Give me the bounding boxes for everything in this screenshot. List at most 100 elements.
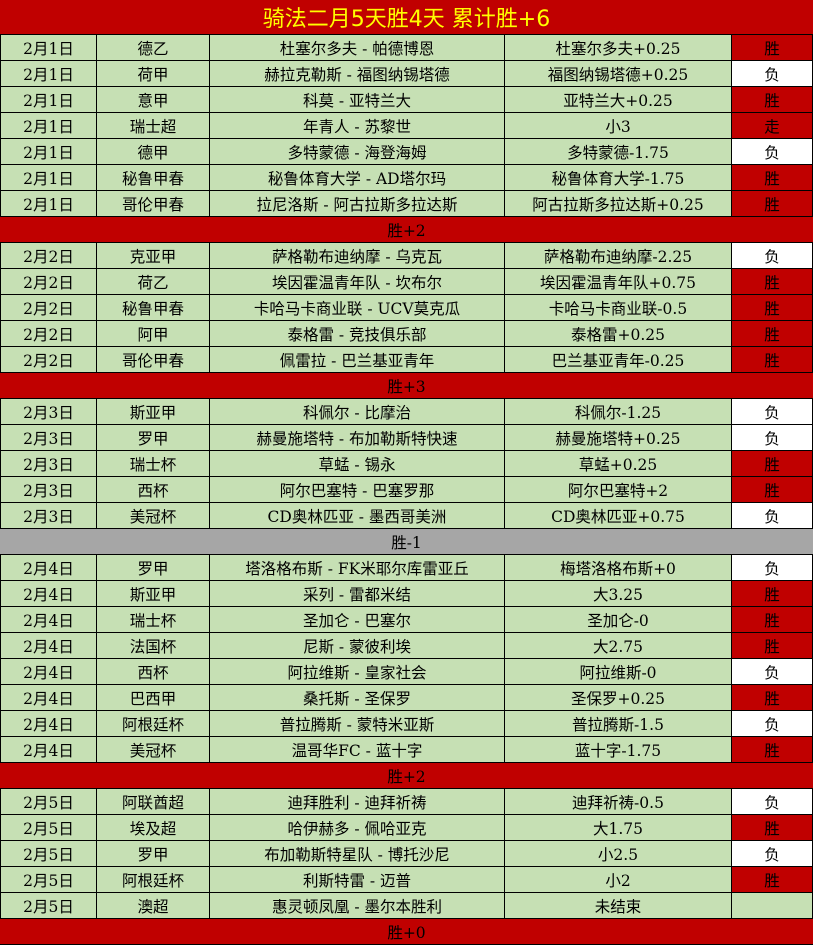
match-cell: 多特蒙德 - 海登海姆 [210,139,505,164]
date-cell: 2月4日 [0,685,97,710]
result-cell: 负 [732,425,813,450]
table-row: 2月5日 埃及超 哈伊赫多 - 佩哈亚克 大1.75 胜 [0,815,813,841]
league-cell: 德甲 [97,139,210,164]
pick-cell: 小3 [505,113,732,138]
table-row: 2月1日 哥伦甲春 拉尼洛斯 - 阿古拉斯多拉达斯 阿古拉斯多拉达斯+0.25 胜 [0,191,813,217]
result-cell: 负 [732,139,813,164]
pick-cell: 泰格雷+0.25 [505,321,732,346]
date-cell: 2月4日 [0,581,97,606]
match-cell: 采列 - 雷都米结 [210,581,505,606]
date-cell: 2月2日 [0,321,97,346]
pick-cell: 阿古拉斯多拉达斯+0.25 [505,191,732,216]
day-summary: 胜+0 [0,919,813,945]
table-row: 2月3日 瑞士杯 草蜢 - 锡永 草蜢+0.25 胜 [0,451,813,477]
match-cell: 萨格勒布迪纳摩 - 乌克瓦 [210,243,505,268]
result-cell: 胜 [732,477,813,502]
table-row: 2月4日 法国杯 尼斯 - 蒙彼利埃 大2.75 胜 [0,633,813,659]
date-cell: 2月1日 [0,139,97,164]
result-cell: 胜 [732,269,813,294]
pick-cell: 梅塔洛格布斯+0 [505,555,732,580]
league-cell: 美冠杯 [97,503,210,528]
result-cell: 负 [732,555,813,580]
pick-cell: 未结束 [505,893,732,918]
match-cell: 埃因霍温青年队 - 坎布尔 [210,269,505,294]
table-row: 2月1日 德甲 多特蒙德 - 海登海姆 多特蒙德-1.75 负 [0,139,813,165]
match-cell: 赫曼施塔特 - 布加勒斯特快速 [210,425,505,450]
league-cell: 哥伦甲春 [97,191,210,216]
result-cell: 负 [732,399,813,424]
date-cell: 2月5日 [0,867,97,892]
result-cell: 胜 [732,815,813,840]
date-cell: 2月1日 [0,87,97,112]
date-cell: 2月3日 [0,399,97,424]
league-cell: 斯亚甲 [97,399,210,424]
pick-cell: 阿尔巴塞特+2 [505,477,732,502]
league-cell: 阿根廷杯 [97,711,210,736]
league-cell: 意甲 [97,87,210,112]
pick-cell: 圣保罗+0.25 [505,685,732,710]
match-cell: 塔洛格布斯 - FK米耶尔库雷亚丘 [210,555,505,580]
match-cell: 利斯特雷 - 迈普 [210,867,505,892]
pick-cell: 萨格勒布迪纳摩-2.25 [505,243,732,268]
date-cell: 2月4日 [0,659,97,684]
date-cell: 2月2日 [0,243,97,268]
pick-cell: 迪拜祈祷-0.5 [505,789,732,814]
match-cell: 普拉腾斯 - 蒙特米亚斯 [210,711,505,736]
match-cell: 尼斯 - 蒙彼利埃 [210,633,505,658]
match-cell: 桑托斯 - 圣保罗 [210,685,505,710]
match-cell: 阿尔巴塞特 - 巴塞罗那 [210,477,505,502]
league-cell: 罗甲 [97,425,210,450]
league-cell: 澳超 [97,893,210,918]
table-row: 2月4日 西杯 阿拉维斯 - 皇家社会 阿拉维斯-0 负 [0,659,813,685]
table-row: 2月3日 西杯 阿尔巴塞特 - 巴塞罗那 阿尔巴塞特+2 胜 [0,477,813,503]
league-cell: 西杯 [97,659,210,684]
league-cell: 荷甲 [97,61,210,86]
pick-cell: 大1.75 [505,815,732,840]
league-cell: 阿甲 [97,321,210,346]
table-row: 2月3日 斯亚甲 科佩尔 - 比摩治 科佩尔-1.25 负 [0,399,813,425]
result-cell: 负 [732,789,813,814]
result-cell: 胜 [732,191,813,216]
pick-cell: 杜塞尔多夫+0.25 [505,35,732,60]
match-cell: 惠灵顿凤凰 - 墨尔本胜利 [210,893,505,918]
table-row: 2月4日 瑞士杯 圣加仑 - 巴塞尔 圣加仑-0 胜 [0,607,813,633]
match-cell: 佩雷拉 - 巴兰基亚青年 [210,347,505,372]
pick-cell: 巴兰基亚青年-0.25 [505,347,732,372]
result-cell: 负 [732,711,813,736]
match-cell: 草蜢 - 锡永 [210,451,505,476]
result-cell: 胜 [732,165,813,190]
result-cell: 胜 [732,633,813,658]
date-cell: 2月1日 [0,165,97,190]
table-row: 2月5日 阿联酋超 迪拜胜利 - 迪拜祈祷 迪拜祈祷-0.5 负 [0,789,813,815]
day-summary: 胜-1 [0,529,813,555]
pick-cell: 小2.5 [505,841,732,866]
pick-cell: 埃因霍温青年队+0.75 [505,269,732,294]
date-cell: 2月4日 [0,711,97,736]
date-cell: 2月1日 [0,61,97,86]
date-cell: 2月4日 [0,633,97,658]
table-row: 2月4日 罗甲 塔洛格布斯 - FK米耶尔库雷亚丘 梅塔洛格布斯+0 负 [0,555,813,581]
date-cell: 2月1日 [0,113,97,138]
date-cell: 2月2日 [0,295,97,320]
pick-cell: CD奥林匹亚+0.75 [505,503,732,528]
result-cell: 胜 [732,867,813,892]
table-row: 2月5日 澳超 惠灵顿凤凰 - 墨尔本胜利 未结束 [0,893,813,919]
league-cell: 美冠杯 [97,737,210,762]
league-cell: 秘鲁甲春 [97,295,210,320]
table-row: 2月4日 美冠杯 温哥华FC - 蓝十字 蓝十字-1.75 胜 [0,737,813,763]
match-cell: 布加勒斯特星队 - 博托沙尼 [210,841,505,866]
date-cell: 2月5日 [0,789,97,814]
result-cell: 胜 [732,347,813,372]
result-cell: 走 [732,113,813,138]
result-cell: 胜 [732,35,813,60]
day-summary: 胜+2 [0,763,813,789]
result-cell: 胜 [732,295,813,320]
league-cell: 德乙 [97,35,210,60]
date-cell: 2月3日 [0,451,97,476]
date-cell: 2月4日 [0,555,97,580]
league-cell: 瑞士超 [97,113,210,138]
result-cell: 胜 [732,321,813,346]
league-cell: 克亚甲 [97,243,210,268]
match-cell: 秘鲁体育大学 - AD塔尔玛 [210,165,505,190]
